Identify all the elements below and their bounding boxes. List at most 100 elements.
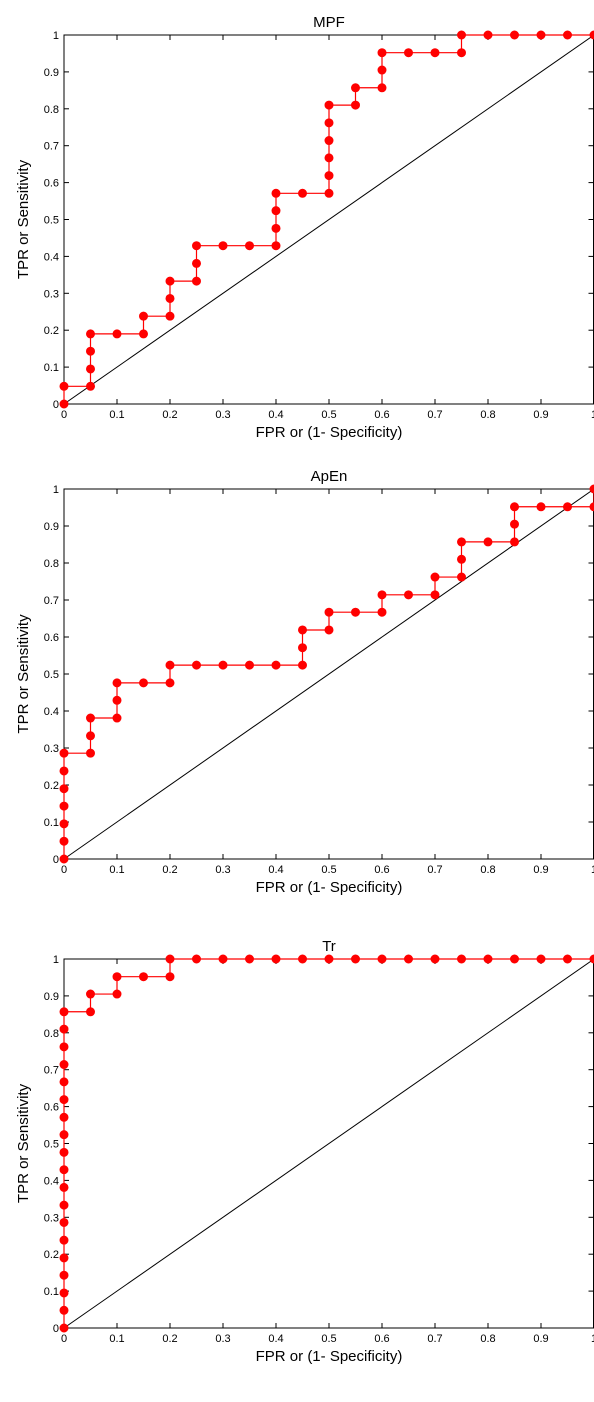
roc-point (59, 1217, 69, 1227)
roc-point (59, 766, 69, 776)
y-axis-label: TPR or Sensitivity (15, 614, 32, 734)
roc-point (324, 136, 334, 146)
chart-title: Tr (322, 938, 336, 955)
roc-point (298, 188, 307, 198)
roc-point (298, 954, 307, 964)
x-tick-label: 0.3 (215, 1333, 230, 1345)
roc-point (59, 748, 69, 758)
x-tick-label: 1 (591, 409, 594, 421)
chart-title: ApEn (311, 468, 348, 485)
roc-point (59, 1095, 69, 1105)
chance-diagonal-line (63, 958, 594, 1329)
roc-point (589, 484, 594, 494)
x-tick-label: 0.5 (321, 409, 336, 421)
x-tick-label: 0.4 (268, 409, 283, 421)
roc-point (457, 537, 466, 547)
roc-point (324, 153, 334, 163)
roc-point (536, 954, 546, 964)
x-tick-label: 0.1 (109, 409, 124, 421)
roc-point (59, 1147, 69, 1157)
x-tick-label: 0.1 (109, 1333, 124, 1345)
roc-point (563, 502, 572, 512)
roc-point (112, 329, 122, 339)
roc-point (59, 1182, 69, 1192)
roc-point (298, 660, 307, 670)
roc-point (245, 241, 254, 251)
roc-point (377, 83, 387, 93)
x-tick-label: 0.5 (321, 864, 336, 876)
chance-diagonal-line (63, 488, 594, 860)
x-tick-label: 0.7 (427, 864, 442, 876)
roc-point (324, 607, 334, 617)
roc-point (483, 954, 493, 964)
roc-point (430, 48, 440, 58)
roc-point (271, 954, 281, 964)
roc-point (404, 954, 413, 964)
x-tick-label: 0.5 (321, 1333, 336, 1345)
x-tick-label: 0.8 (480, 409, 495, 421)
roc-point (271, 660, 281, 670)
roc-point (139, 972, 148, 982)
x-axis-label: FPR or (1- Specificity) (256, 879, 403, 896)
chance-diagonal-line (63, 34, 594, 405)
roc-point (483, 537, 493, 547)
roc-point (86, 748, 95, 758)
roc-point (165, 293, 175, 303)
roc-point (324, 625, 334, 635)
x-tick-label: 0.9 (533, 1333, 548, 1345)
y-tick-label: 0.9 (44, 991, 59, 1003)
y-tick-label: 0.1 (44, 1286, 59, 1298)
y-tick-label: 0.8 (44, 1028, 59, 1040)
roc-point (245, 660, 254, 670)
y-tick-label: 0.5 (44, 1139, 59, 1151)
x-axis-label: FPR or (1- Specificity) (256, 1348, 403, 1365)
roc-point (165, 660, 175, 670)
roc-point (271, 188, 281, 198)
roc-point (59, 784, 69, 794)
roc-point (59, 801, 69, 811)
y-tick-label: 0 (53, 1323, 59, 1335)
x-tick-label: 0.2 (162, 1333, 177, 1345)
roc-point (298, 625, 307, 635)
roc-point (510, 537, 519, 547)
y-tick-label: 0.8 (44, 558, 59, 570)
roc-point (457, 954, 466, 964)
roc-point (86, 329, 95, 339)
roc-point (59, 1165, 69, 1175)
y-tick-label: 0.6 (44, 1102, 59, 1114)
x-tick-label: 0.4 (268, 1333, 283, 1345)
roc-point (165, 954, 175, 964)
y-tick-label: 0.7 (44, 595, 59, 607)
roc-point (59, 1305, 69, 1315)
roc-point (165, 276, 175, 286)
roc-point (377, 48, 387, 58)
roc-point (59, 1007, 69, 1017)
roc-point (165, 972, 175, 982)
roc-point (457, 48, 466, 58)
roc-point (218, 660, 228, 670)
roc-point (430, 590, 440, 600)
y-tick-label: 0.2 (44, 325, 59, 337)
roc-point (59, 381, 69, 391)
roc-point (86, 989, 95, 999)
y-tick-label: 0 (53, 854, 59, 866)
y-tick-label: 0.7 (44, 141, 59, 153)
roc-point (536, 30, 546, 40)
roc-point (139, 311, 148, 321)
roc-panel-mpf: 0 0.1 0.2 0.3 0.4 0.5 0.6 0.7 0.8 0.9 1 0 0.1 0.2 0.3 0… (15, 14, 594, 441)
y-tick-label: 0.9 (44, 67, 59, 79)
y-tick-label: 0.1 (44, 362, 59, 374)
y-tick-label: 0 (53, 399, 59, 411)
roc-point (271, 206, 281, 216)
y-tick-label: 0.3 (44, 288, 59, 300)
x-tick-label: 0.7 (427, 409, 442, 421)
roc-point (165, 311, 175, 321)
roc-point (351, 100, 360, 110)
roc-point (86, 364, 95, 374)
x-tick-label: 0.6 (374, 409, 389, 421)
x-tick-label: 0.8 (480, 864, 495, 876)
roc-point (351, 83, 360, 93)
roc-point (324, 954, 334, 964)
chart-title: MPF (313, 14, 345, 31)
